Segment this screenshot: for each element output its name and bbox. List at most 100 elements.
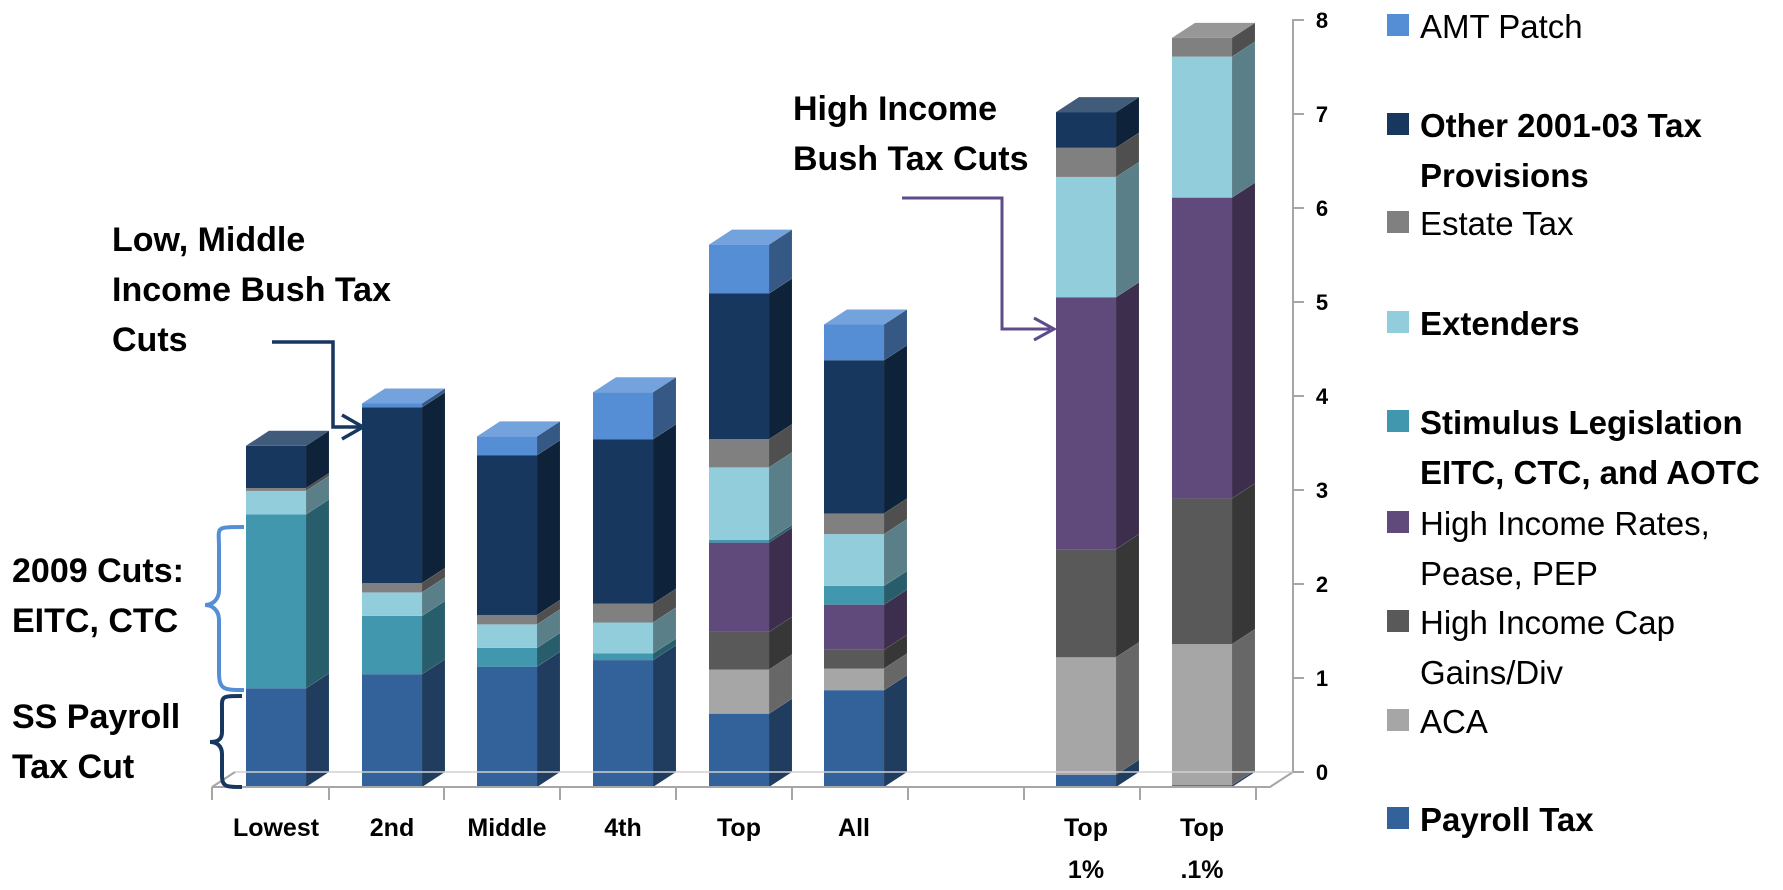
bar-segment-high-income-rates-pease-pep: [1172, 197, 1232, 499]
bar-segment-other-2001-03-tax-provisions: [477, 455, 537, 615]
y-tick-label-0: 0: [1316, 760, 1328, 785]
legend-label: AMT Patch: [1420, 8, 1583, 45]
low-middle-arrowhead: [341, 413, 367, 441]
y-tick-label-6: 6: [1316, 196, 1328, 221]
bar-segment-high-income-cap-gains-div: [1056, 549, 1116, 658]
bar-segment-side-aca: [1231, 628, 1256, 786]
bar-segment-side-extenders: [1231, 41, 1256, 199]
legend-item-payroll-tax: Payroll Tax: [1387, 801, 1594, 838]
bar-segment-extenders: [246, 490, 306, 515]
legend-item-stimulus-legislation-eitc-ctc-and-aotc: Stimulus Legislation EITC, CTC, and AOTC: [1387, 404, 1760, 491]
bar-segment-side-payroll-tax: [652, 644, 677, 788]
bar-segment-amt-patch: [477, 436, 537, 456]
annotation-ss-payroll: SS Payroll Tax Cut: [12, 698, 180, 786]
bar-segment-aca: [1056, 657, 1116, 775]
bar-segment-stimulus-legislation-eitc-ctc-and-aotc: [824, 585, 884, 605]
bar-segment-side-payroll-tax: [421, 658, 446, 788]
bar-segment-side-high-income-cap-gains-div: [1115, 533, 1140, 658]
bar-segment-estate-tax: [824, 513, 884, 535]
bar-segment-side-payroll-tax: [536, 651, 561, 788]
bar-segment-payroll-tax: [246, 688, 306, 787]
bar-segment-side-extenders: [768, 451, 793, 541]
bar-segment-extenders: [824, 534, 884, 586]
category-label: 2nd: [370, 814, 414, 842]
annotation-2009-cuts: 2009 Cuts: EITC, CTC: [12, 552, 184, 640]
bar-segment-payroll-tax: [477, 666, 537, 787]
bar-segment-extenders: [1056, 176, 1116, 298]
legend-swatch: [1387, 410, 1409, 432]
bar-segment-side-payroll-tax: [305, 672, 330, 788]
bar-segment-extenders: [477, 624, 537, 648]
bar-segment-stimulus-legislation-eitc-ctc-and-aotc: [246, 514, 306, 689]
bar-segment-stimulus-legislation-eitc-ctc-and-aotc: [709, 539, 769, 543]
bar-segment-side-aca: [1115, 641, 1140, 776]
bar-segment-estate-tax: [362, 583, 422, 593]
category-label: Top .1%: [1180, 814, 1224, 884]
legend-item-high-income-cap-gains-div: High Income Cap Gains/Div: [1387, 604, 1675, 691]
category-label: Middle: [467, 814, 546, 842]
bar-top: [709, 229, 793, 788]
bar-segment-side-other-2001-03-tax-provisions: [768, 278, 793, 440]
bar-top-face: [593, 377, 676, 393]
category-label: Top 1%: [1064, 814, 1108, 884]
high-income-arrow: [902, 196, 1050, 331]
legend-swatch: [1387, 709, 1409, 731]
bar-segment-other-2001-03-tax-provisions: [362, 407, 422, 584]
bar-segment-payroll-tax: [1056, 774, 1116, 787]
legend-item-amt-patch: AMT Patch: [1387, 8, 1583, 45]
bar-segment-estate-tax: [1056, 147, 1116, 177]
bar-segment-extenders: [1172, 56, 1232, 198]
y-tick-label-3: 3: [1316, 478, 1328, 503]
legend-swatch: [1387, 311, 1409, 333]
bar-lowest: [246, 430, 330, 788]
bar-segment-payroll-tax: [593, 660, 653, 787]
bar-top-face: [1056, 97, 1139, 113]
legend-label: ACA: [1420, 703, 1488, 740]
legend-swatch: [1387, 610, 1409, 632]
bar-top-face: [477, 421, 560, 437]
legend-item-high-income-rates-pease-pep: High Income Rates, Pease, PEP: [1387, 505, 1710, 592]
legend-swatch: [1387, 211, 1409, 233]
y-tick-label-4: 4: [1316, 384, 1329, 409]
bar-segment-extenders: [362, 592, 422, 616]
bar-top-face: [709, 229, 792, 245]
bar-segment-extenders: [709, 467, 769, 540]
bar-top-1-: [1172, 22, 1256, 788]
bar-segment-other-2001-03-tax-provisions: [593, 439, 653, 604]
cuts-2009-brace: [204, 525, 245, 692]
bar-segment-high-income-cap-gains-div: [1172, 498, 1232, 645]
bar-2nd: [362, 388, 446, 788]
bar-segment-side-payroll-tax: [768, 698, 793, 788]
y-tick-label-7: 7: [1316, 102, 1328, 127]
bar-segment-other-2001-03-tax-provisions: [1056, 112, 1116, 148]
bar-segment-amt-patch: [362, 403, 422, 408]
category-label: Lowest: [233, 814, 320, 842]
y-tick-label-1: 1: [1316, 666, 1328, 691]
bar-segment-amt-patch: [709, 244, 769, 294]
bar-segment-high-income-rates-pease-pep: [709, 542, 769, 632]
y-tick-label-8: 8: [1316, 8, 1328, 33]
y-tick-label-5: 5: [1316, 290, 1328, 315]
bar-top-face: [246, 430, 329, 446]
bar-segment-high-income-rates-pease-pep: [824, 604, 884, 650]
annotation-high-income: High Income Bush Tax Cuts: [793, 90, 1029, 178]
bar-segment-side-stimulus-legislation-eitc-ctc-and-aotc: [305, 498, 330, 689]
bar-segment-estate-tax: [709, 439, 769, 468]
bar-segment-extenders: [593, 622, 653, 654]
bar-top-face: [1172, 22, 1255, 38]
category-labels: Lowest 2nd Middle 4th Top All Top 1% Top .1%: [233, 814, 1224, 884]
bar-segment-amt-patch: [593, 392, 653, 440]
legend-label: Extenders: [1420, 305, 1580, 342]
bar-segment-estate-tax: [246, 488, 306, 491]
bar-segment-high-income-cap-gains-div: [824, 649, 884, 669]
bar-segment-side-high-income-rates-pease-pep: [1115, 281, 1140, 550]
legend-swatch: [1387, 113, 1409, 135]
legend-item-aca: ACA: [1387, 703, 1488, 740]
low-middle-arrow: [272, 340, 360, 429]
legend-item-extenders: Extenders: [1387, 305, 1580, 342]
bar-segment-other-2001-03-tax-provisions: [709, 293, 769, 440]
bar-segment-high-income-cap-gains-div: [709, 631, 769, 670]
legend-label: High Income Rates, Pease, PEP: [1420, 505, 1710, 592]
bar-middle: [477, 420, 561, 788]
